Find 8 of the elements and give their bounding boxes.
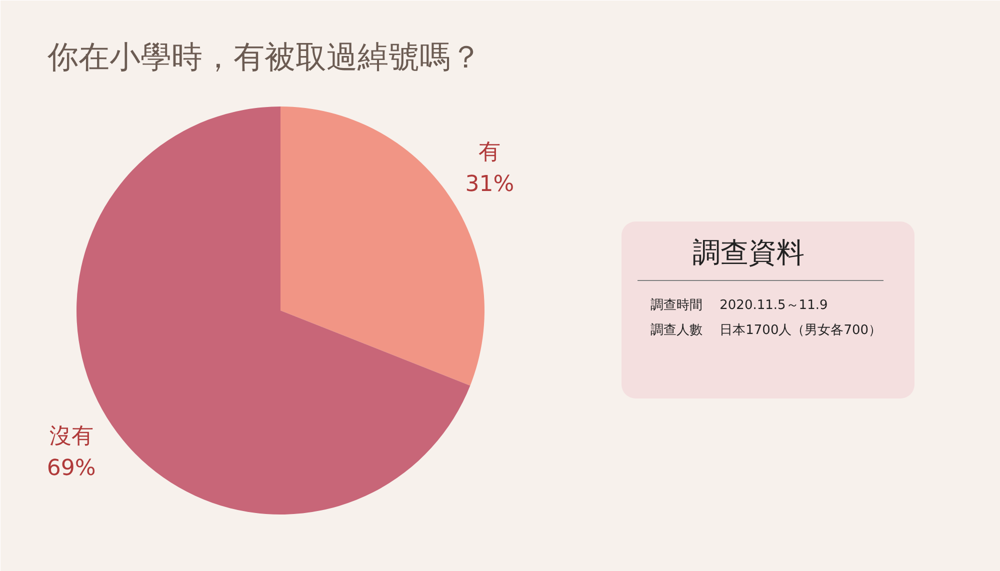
- data-label: 69%: [46, 456, 96, 482]
- slice-label: 有: [478, 140, 501, 165]
- slice-label: 沒有: [49, 424, 94, 450]
- chart-title: 你在小學時，有被取過綽號嗎？: [46, 40, 482, 76]
- text: 調查人數 日本1700人（男女各700）: [650, 323, 882, 338]
- text: 調查資料: [692, 236, 804, 269]
- text: 調查時間 2020.11.5～11.9: [650, 298, 828, 313]
- data-label: 31%: [465, 172, 514, 197]
